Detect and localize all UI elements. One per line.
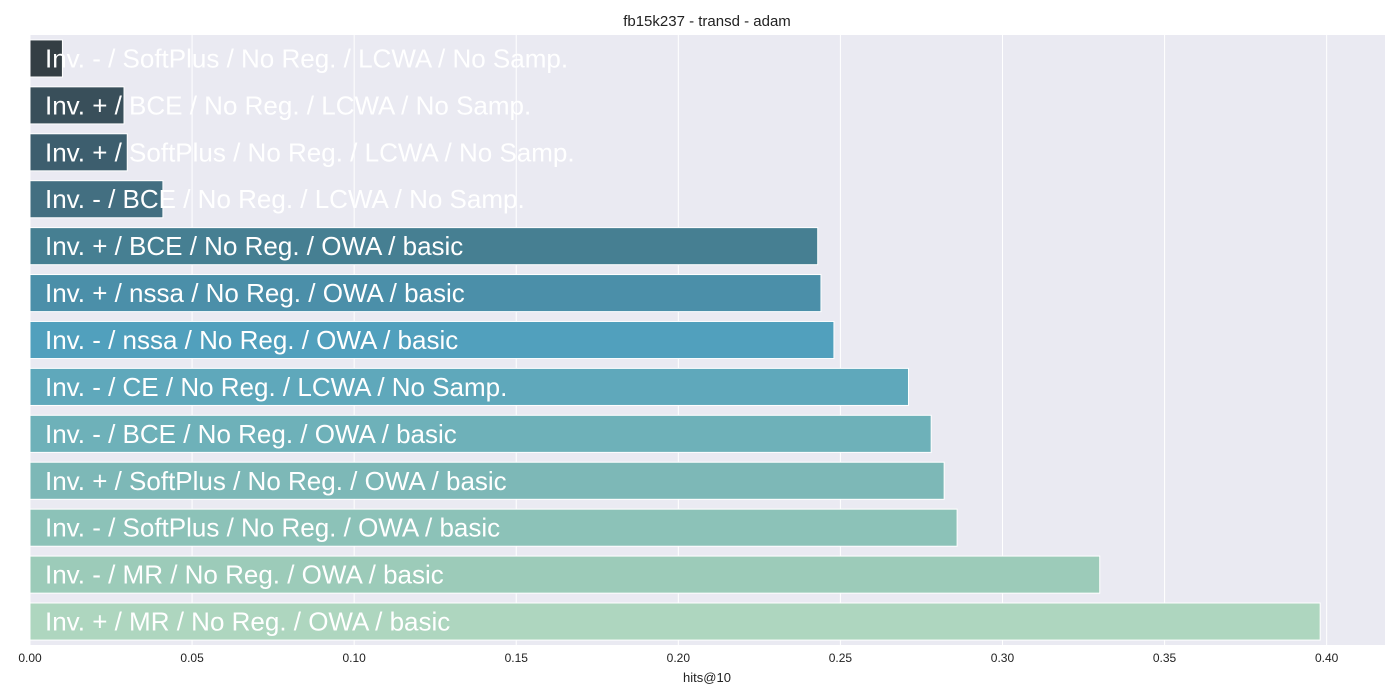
- bar: [29, 602, 1321, 641]
- bar-label: Inv. - / BCE / No Reg. / LCWA / No Samp.: [45, 184, 525, 214]
- x-tick-label: 0.35: [1153, 651, 1177, 665]
- bar: [29, 227, 819, 266]
- bar: [29, 461, 945, 500]
- bar-label: Inv. + / nssa / No Reg. / OWA / basic: [45, 278, 465, 308]
- bar: [29, 86, 125, 125]
- bar-label: Inv. - / nssa / No Reg. / OWA / basic: [45, 325, 458, 355]
- x-tick-label: 0.10: [342, 651, 366, 665]
- x-tick-label: 0.05: [180, 651, 204, 665]
- bar: [29, 320, 835, 360]
- bar: [29, 367, 909, 406]
- x-tick-label: 0.20: [667, 651, 691, 665]
- x-tick-label: 0.00: [18, 651, 42, 665]
- x-axis-ticks: 0.00 0.05 0.10 0.15 0.20 0.25 0.30 0.35 0.40: [18, 651, 1338, 665]
- bar-label: Inv. - / CE / No Reg. / LCWA / No Samp.: [45, 372, 507, 402]
- bar: [29, 274, 822, 313]
- bar-label: Inv. - / SoftPlus / No Reg. / OWA / basi…: [45, 513, 500, 543]
- bar-label: Inv. - / BCE / No Reg. / OWA / basic: [45, 419, 457, 449]
- bar: [29, 555, 1101, 594]
- bar-label: Inv. + / SoftPlus / No Reg. / LCWA / No …: [45, 137, 575, 167]
- bar-label: Inv. + / BCE / No Reg. / LCWA / No Samp.: [45, 90, 531, 120]
- bar: [29, 508, 958, 547]
- bar: [29, 133, 128, 172]
- bar-label: Inv. - / SoftPlus / No Reg. / LCWA / No …: [45, 43, 568, 73]
- x-tick-label: 0.40: [1315, 651, 1339, 665]
- bar-label: Inv. + / BCE / No Reg. / OWA / basic: [45, 231, 463, 261]
- x-tick-label: 0.15: [505, 651, 529, 665]
- bar-label: Inv. - / MR / No Reg. / OWA / basic: [45, 560, 444, 590]
- bar: [29, 180, 164, 219]
- bar: [29, 414, 932, 453]
- x-tick-label: 0.30: [991, 651, 1015, 665]
- bars-group: Inv. - / SoftPlus / No Reg. / LCWA / No …: [29, 39, 1321, 641]
- chart-title: fb15k237 - transd - adam: [623, 13, 791, 30]
- bar-label: Inv. + / SoftPlus / No Reg. / OWA / basi…: [45, 466, 507, 496]
- bar-label: Inv. + / MR / No Reg. / OWA / basic: [45, 607, 450, 637]
- x-axis-label: hits@10: [683, 670, 731, 685]
- bar: [29, 39, 63, 78]
- x-tick-label: 0.25: [829, 651, 853, 665]
